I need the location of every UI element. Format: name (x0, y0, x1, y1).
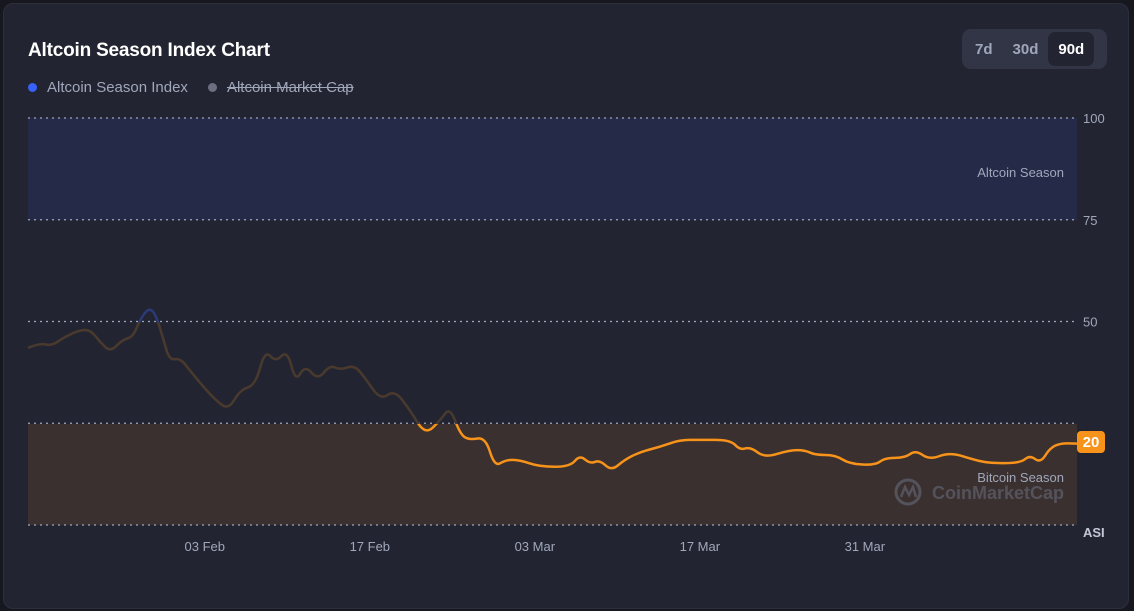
svg-text:CoinMarketCap: CoinMarketCap (932, 483, 1064, 503)
altcoin-season-band (28, 118, 1077, 220)
range-selector: 7d 30d 90d (962, 29, 1107, 69)
altcoin-season-label: Altcoin Season (977, 165, 1064, 180)
range-30d-button[interactable]: 30d (1003, 32, 1049, 66)
legend-dot-icon (207, 83, 217, 92)
bitcoin-season-label: Bitcoin Season (977, 470, 1064, 485)
series-line-bitcoin-zone (417, 424, 1078, 470)
legend: Altcoin Season Index Altcoin Market Cap (28, 79, 354, 96)
coinmarketcap-watermark: CoinMarketCap (894, 478, 1064, 506)
current-value-badge (1077, 431, 1105, 453)
legend-item-altcoin-season-index[interactable]: Altcoin Season Index (28, 79, 188, 96)
x-tick-label: 17 Feb (350, 539, 390, 554)
y-tick-label: 100 (1083, 111, 1105, 126)
legend-dot-icon (28, 83, 37, 92)
y-tick-label: 50 (1083, 315, 1097, 330)
range-90d-button[interactable]: 90d (1048, 32, 1095, 66)
x-tick-label: 03 Feb (185, 539, 225, 554)
legend-label: Altcoin Market Cap (226, 79, 354, 96)
coinmarketcap-logo-icon (894, 478, 922, 506)
y-tick-label: 75 (1083, 213, 1097, 228)
x-tick-label: 03 Mar (515, 539, 556, 554)
chart-title: Altcoin Season Index Chart (28, 40, 270, 61)
y-axis-label: ASI (1083, 525, 1105, 540)
legend-label: Altcoin Season Index (47, 79, 188, 96)
bitcoin-season-band (28, 424, 1077, 525)
current-value: 20 (1083, 434, 1100, 451)
legend-item-altcoin-market-cap[interactable]: Altcoin Market Cap (207, 79, 354, 96)
range-7d-button[interactable]: 7d (965, 32, 1003, 66)
x-tick-label: 17 Mar (680, 539, 721, 554)
x-tick-label: 31 Mar (845, 539, 886, 554)
series-line-neutral-zone (27, 322, 458, 424)
